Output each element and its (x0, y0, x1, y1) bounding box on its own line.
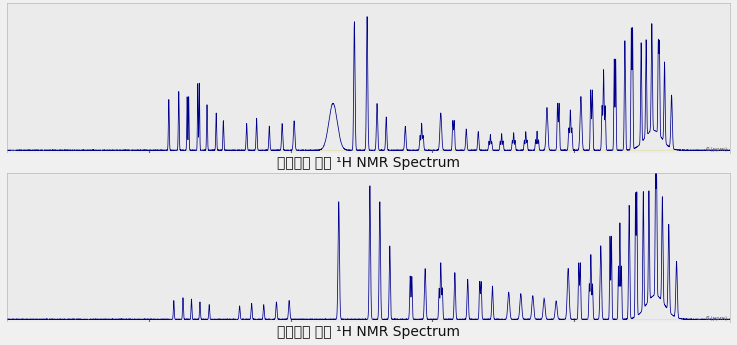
Text: f1(ppm): f1(ppm) (706, 147, 728, 151)
Text: 진탕배양 조건 ¹H NMR Spectrum: 진탕배양 조건 ¹H NMR Spectrum (277, 156, 460, 170)
Text: f1(ppm): f1(ppm) (706, 316, 728, 321)
Text: 정치배양 조건 ¹H NMR Spectrum: 정치배양 조건 ¹H NMR Spectrum (277, 325, 460, 339)
